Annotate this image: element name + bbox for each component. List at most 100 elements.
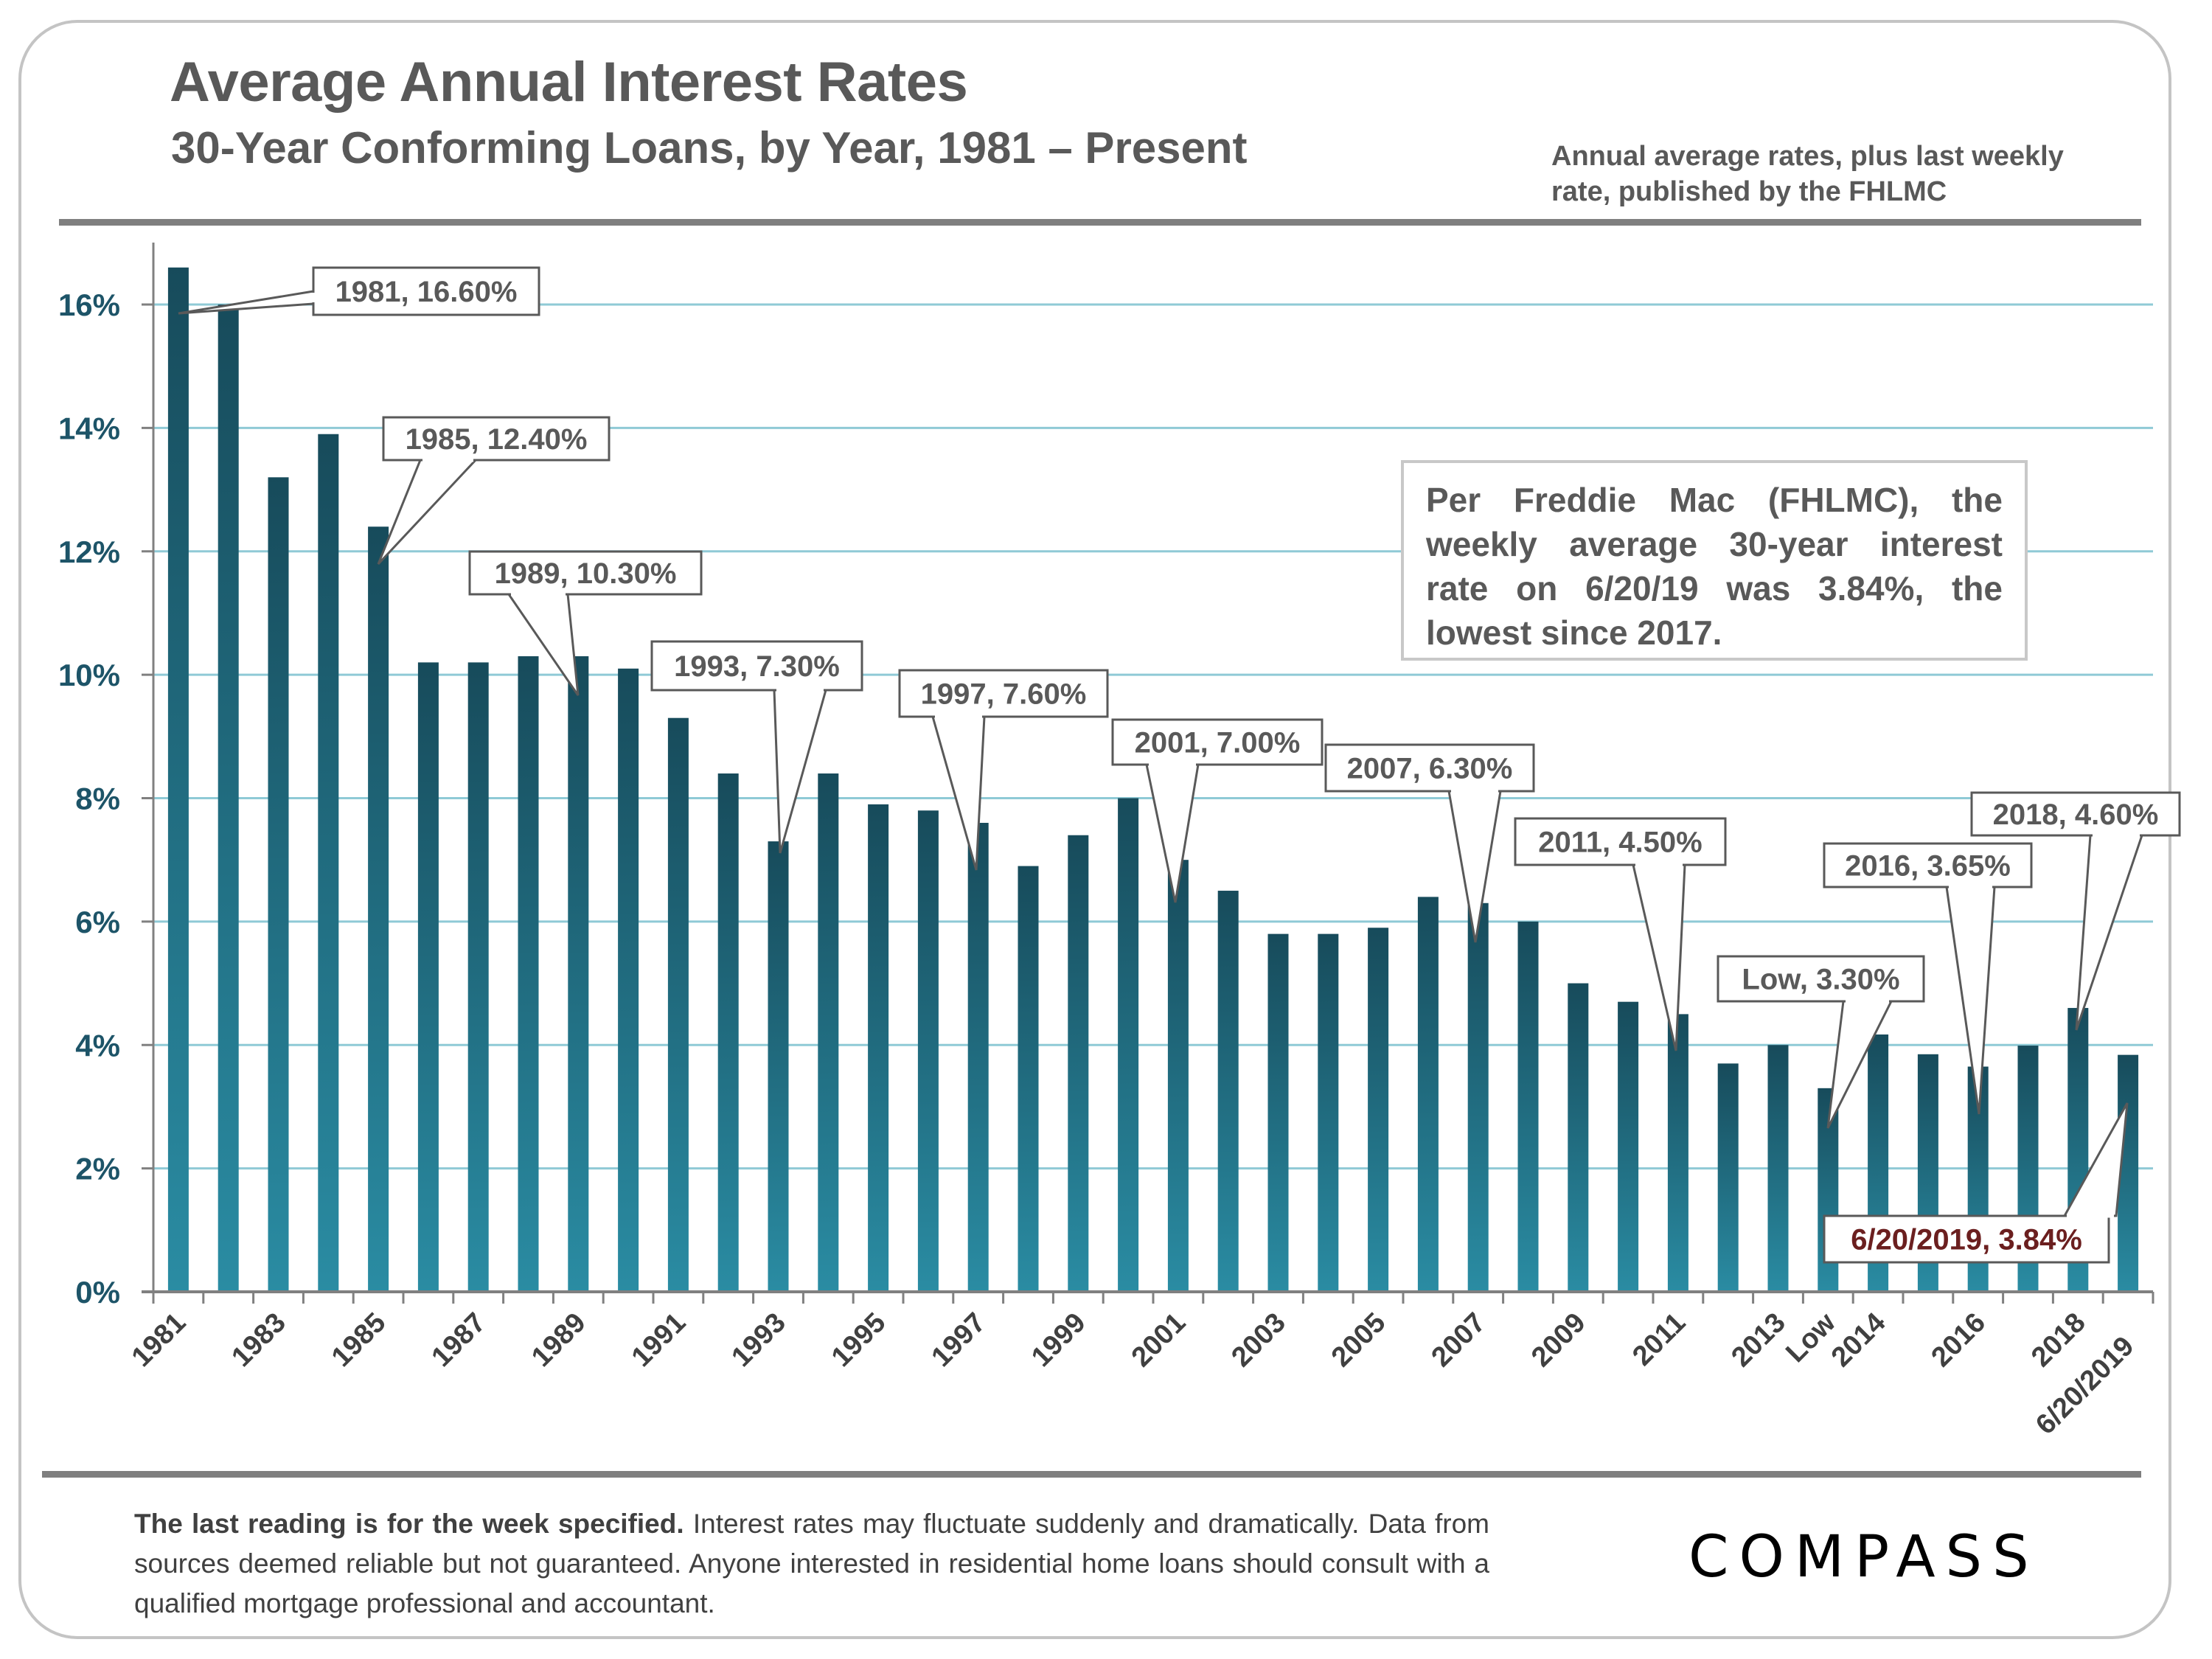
x-tick-label: 1985 — [326, 1307, 392, 1373]
bar-1986 — [417, 662, 439, 1292]
bar-2003 — [1267, 933, 1289, 1292]
bar-2010 — [1618, 1001, 1639, 1292]
bar-1983 — [268, 477, 289, 1293]
bar-1996 — [917, 810, 939, 1292]
annotation-box — [1514, 817, 1727, 866]
y-tick-label: 4% — [75, 1028, 120, 1062]
y-tick-label: 16% — [58, 288, 120, 322]
annotation-2001: 2001, 7.00% — [1111, 718, 1324, 903]
annotation-pointer — [1145, 763, 1200, 903]
annotation-box — [650, 640, 863, 692]
chart-subtitle: 30-Year Conforming Loans, by Year, 1981 … — [171, 123, 1248, 173]
annotation-box — [312, 266, 540, 316]
annotation-2016: 2016, 3.65% — [1823, 842, 2033, 1115]
annotation-box — [898, 669, 1109, 718]
compass-logo-mark: COMPASS — [1688, 1524, 2029, 1590]
bar-1993 — [768, 841, 789, 1292]
bar-1984 — [318, 434, 339, 1292]
annotation-1997: 1997, 7.60% — [898, 669, 1109, 871]
annotation-label: 1985, 12.40% — [406, 423, 588, 456]
annotation-1985: 1985, 12.40% — [377, 416, 611, 566]
bar-1999 — [1068, 835, 1089, 1292]
x-tick-label: 1991 — [626, 1307, 692, 1373]
annotation-box — [382, 416, 611, 462]
disclaimer-bold: The last reading is for the week specifi… — [134, 1509, 684, 1539]
bar-2000 — [1118, 798, 1139, 1292]
annotation-2011: 2011, 4.50% — [1514, 817, 1727, 1051]
y-tick-label: 0% — [75, 1275, 120, 1310]
x-tick-label: 2003 — [1225, 1307, 1291, 1373]
annotation-box — [1823, 1214, 2110, 1264]
bar-2007 — [1467, 902, 1489, 1292]
y-tick-label: 14% — [58, 411, 120, 445]
data-annotations: 1981, 16.60% 1985, 12.40% 1989, 10.30% 1993… — [178, 266, 2181, 1264]
x-tick-label: 1993 — [726, 1307, 791, 1373]
annotation-label: 2007, 6.30% — [1347, 753, 1513, 785]
annotation-1981: 1981, 16.60% — [178, 266, 540, 316]
info-callout-box: Per Freddie Mac (FHLMC), the weekly aver… — [1401, 460, 2028, 661]
annotation-label: Low, 3.30% — [1742, 964, 1899, 996]
bar-1985 — [368, 526, 389, 1292]
bar-2002 — [1217, 891, 1239, 1292]
bar-2004 — [1318, 933, 1339, 1292]
bar-1992 — [717, 773, 739, 1292]
annotation-pointer — [2075, 834, 2144, 1031]
bar-1995 — [868, 804, 889, 1292]
bar-2009 — [1568, 983, 1589, 1292]
annotation-label: 1993, 7.30% — [674, 650, 840, 683]
x-tick-label: 1983 — [226, 1307, 291, 1373]
x-tick-label: 1995 — [826, 1307, 891, 1373]
info-callout-text: Per Freddie Mac (FHLMC), the weekly aver… — [1426, 481, 2003, 652]
x-tick-label: 1999 — [1026, 1307, 1091, 1373]
annotation-low: Low, 3.30% — [1717, 955, 1925, 1129]
bar-2006 — [1417, 897, 1439, 1292]
annotation-box — [1324, 743, 1535, 793]
bar-1998 — [1018, 866, 1039, 1292]
x-tick-label: 1989 — [526, 1307, 591, 1373]
annotation-pointer — [377, 459, 479, 566]
annotation-6-20-2019: 6/20/2019, 3.84% — [1823, 1102, 2129, 1264]
bar-1997 — [967, 822, 989, 1292]
annotation-pointer — [931, 715, 986, 871]
bar-2008 — [1517, 921, 1539, 1292]
disclaimer-text: Interest rates may fluctuate suddenly an… — [134, 1509, 1489, 1618]
x-tick-label: 1981 — [126, 1307, 192, 1373]
x-tick-label: 2013 — [1725, 1307, 1791, 1373]
annotation-2018: 2018, 4.60% — [1970, 791, 2181, 1031]
bar-2012 — [1717, 1063, 1739, 1292]
annotation-label: 2001, 7.00% — [1135, 727, 1301, 759]
bars — [167, 267, 2139, 1293]
annotation-1989: 1989, 10.30% — [468, 550, 703, 696]
annotation-label: 1981, 16.60% — [335, 276, 518, 308]
source-note: Annual average rates, plus last weekly r… — [1551, 141, 2064, 207]
x-tick-label: 2009 — [1526, 1307, 1591, 1373]
bar-1994 — [818, 773, 839, 1292]
y-axis-ticks: 0% 2% 4% 6% 8% 10% 12% 14% 16% — [58, 288, 153, 1310]
bar-2013 — [1767, 1045, 1789, 1292]
y-tick-label: 8% — [75, 782, 120, 816]
x-axis-ticks: 1981 1983 1985 1987 1989 1991 1993 1995 1997 1999… — [126, 1292, 2154, 1441]
annotation-label: 2011, 4.50% — [1538, 827, 1702, 859]
compass-logo: COMPASS — [1688, 1524, 2101, 1598]
x-tick-label: 2014 — [1826, 1307, 1891, 1373]
x-tick-label: 2007 — [1426, 1307, 1492, 1373]
x-tick-label: 1997 — [926, 1307, 992, 1373]
x-tick-label: 2018 — [2025, 1307, 2091, 1373]
annotation-1993: 1993, 7.30% — [650, 640, 863, 854]
x-tick-label: Low — [1780, 1307, 1842, 1368]
x-tick-label: 2016 — [1926, 1307, 1992, 1373]
bar-1981 — [167, 267, 189, 1293]
annotation-label: 1989, 10.30% — [495, 557, 677, 590]
chart-title: Average Annual Interest Rates — [170, 51, 968, 114]
annotation-pointer — [1447, 790, 1502, 943]
annotation-label: 1997, 7.60% — [921, 678, 1087, 711]
annotation-box — [468, 550, 703, 596]
x-tick-label: 1987 — [426, 1307, 492, 1373]
axes — [142, 243, 2153, 1293]
y-tick-label: 12% — [58, 535, 120, 569]
annotation-label: 2018, 4.60% — [1993, 799, 2159, 831]
y-tick-label: 10% — [58, 658, 120, 692]
bar-2005 — [1368, 928, 1389, 1292]
annotation-2007: 2007, 6.30% — [1324, 743, 1535, 943]
